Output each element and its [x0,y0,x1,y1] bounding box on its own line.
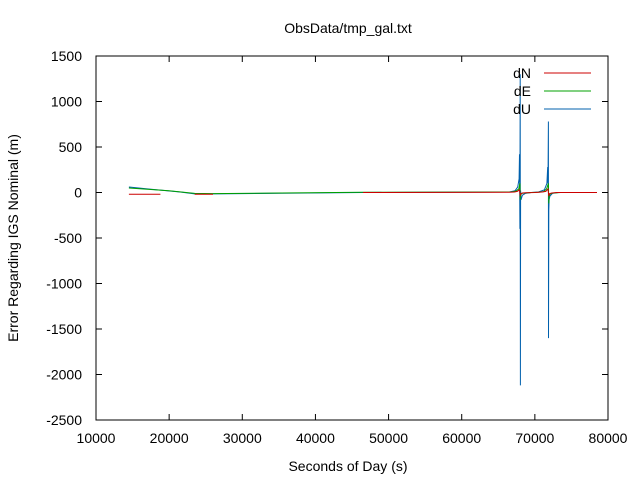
y-tick-label: -2000 [46,367,82,383]
x-tick-label: 30000 [223,430,262,446]
y-tick-label: -1500 [46,321,82,337]
plot-border [95,55,609,421]
y-tick-label: 500 [59,139,83,155]
x-tick-label: 60000 [442,430,481,446]
y-tick-label: -500 [54,230,82,246]
x-tick-label: 40000 [296,430,335,446]
x-tick-label: 20000 [150,430,189,446]
x-tick-label: 70000 [515,430,554,446]
y-tick-label: -2500 [46,412,82,428]
legend-label-dN: dN [513,65,531,81]
y-tick-label: 1000 [51,94,82,110]
series-layer [128,74,597,386]
x-tick-label: 10000 [77,430,116,446]
x-tick-label: 80000 [589,430,628,446]
x-tick-label: 50000 [369,430,408,446]
series-line-dU [128,74,597,386]
y-axis-ticks: 1500 1000 500 0 -500 -1000 -1500 -2000 -2500 [46,48,608,428]
legend: dN dE dU [513,65,591,117]
x-axis-ticks: 10000 20000 30000 40000 50000 60000 70000 80000 [77,56,628,446]
chart-title: ObsData/tmp_gal.txt [284,20,412,36]
y-axis-label: Error Regarding IGS Nominal (m) [5,134,21,342]
x-axis-label: Seconds of Day (s) [288,458,407,474]
y-tick-label: -1000 [46,276,82,292]
y-tick-label: 1500 [51,48,82,64]
y-tick-label: 0 [74,185,82,201]
legend-label-dE: dE [514,83,531,99]
series-line-dN [128,187,597,197]
plot-frame [95,55,609,421]
legend-label-dU: dU [513,101,531,117]
